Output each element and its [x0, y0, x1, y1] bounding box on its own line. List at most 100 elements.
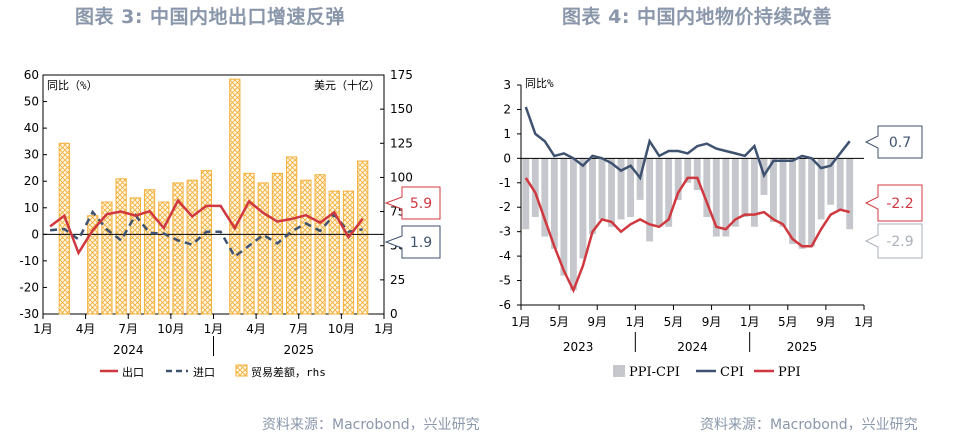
- ppi-end-label-box: [864, 184, 923, 222]
- ppi-cpi-bar: [655, 158, 663, 227]
- left-y-tick-label: 50: [24, 95, 39, 109]
- left-y-tick-label: 60: [24, 68, 39, 82]
- right-y-tick-label: 25: [390, 273, 405, 287]
- right-chart-y-tick-label: -1: [499, 176, 511, 190]
- trade-balance-bar: [342, 190, 355, 315]
- trade-balance-bar: [314, 174, 326, 315]
- right-y-tick-label: 125: [390, 136, 413, 150]
- right-chart-x-tick-label: 1月: [740, 315, 760, 329]
- right-chart-y-tick-label: 1: [503, 127, 511, 141]
- ppi-cpi-bar: [598, 158, 606, 220]
- right-chart-y-tick-label: 3: [503, 78, 511, 92]
- ppi-cpi-bar: [569, 158, 577, 291]
- left-y-tick-label: -20: [19, 280, 39, 294]
- ppi-cpi-bar: [846, 158, 854, 230]
- left-x-tick-label: 4月: [76, 322, 96, 336]
- right-chart-y-tick-label: -5: [499, 274, 511, 288]
- ppi-cpi-bar: [751, 158, 758, 227]
- left-y-tick-label: 0: [31, 227, 39, 241]
- ppi-cpi-bar: [703, 158, 711, 217]
- ppi-cpi-bar: [684, 158, 692, 183]
- legend-ppi-cpi-swatch: [613, 365, 625, 377]
- right-chart-x-tick-label: 9月: [587, 315, 607, 329]
- left-x-tick-label: 10月: [328, 322, 355, 336]
- ppi-cpi-bar: [531, 158, 539, 217]
- right-chart-x-tick-label: 5月: [549, 315, 569, 329]
- trade-balance-bar: [200, 170, 213, 315]
- import-line: [49, 209, 363, 259]
- export-line: [49, 198, 364, 256]
- ppi-cpi-bar: [779, 158, 787, 227]
- ppi-cpi-bar: [617, 158, 625, 220]
- right-chart-year-label: 2025: [787, 340, 818, 354]
- ppi-cpi-bar: [646, 158, 654, 242]
- left-source-note: 资料来源：Macrobond，兴业研究: [262, 417, 480, 433]
- right-chart-x-tick-label: 5月: [778, 315, 798, 329]
- legend-trade-label: 贸易差额，rhs: [251, 365, 326, 379]
- trade-balance-bar: [101, 201, 113, 315]
- left-axis-label: 同比（%）: [47, 79, 98, 92]
- trade-balance-bar: [143, 189, 156, 315]
- import-end-label: 1.9: [410, 235, 432, 251]
- right-chart-x-tick-label: 5月: [664, 315, 684, 329]
- ppi-cpi-bar: [560, 158, 568, 276]
- ppi-cpi-end-label: -2.9: [886, 234, 913, 250]
- ppi-cpi-bar: [541, 158, 549, 237]
- left-year-label: 2025: [283, 343, 314, 357]
- trade-balance-bar: [158, 201, 170, 315]
- legend-import-label: 进口: [193, 366, 215, 379]
- left-x-tick-label: 1月: [33, 322, 53, 336]
- legend-ppi-cpi-label: PPI-CPI: [629, 365, 680, 380]
- trade-balance-bar: [243, 172, 255, 315]
- right-chart-x-tick-label: 9月: [816, 315, 836, 329]
- export-end-label-box: [384, 186, 441, 220]
- ppi-cpi-bar: [798, 158, 806, 249]
- right-chart-title: 图表 4: 中国内地物价持续改善: [562, 6, 833, 28]
- right-chart-y-tick-label: -6: [499, 298, 511, 312]
- ppi-cpi-bar: [550, 158, 558, 249]
- right-chart-x-tick-label: 9月: [702, 315, 722, 329]
- ppi-cpi-bar: [836, 158, 844, 210]
- ppi-cpi-end-label-box: [864, 223, 923, 259]
- trade-balance-bar: [186, 179, 198, 315]
- ppi-cpi-bar: [722, 158, 730, 237]
- ppi-cpi-bar: [770, 158, 777, 222]
- ppi-cpi-bar: [827, 158, 835, 205]
- right-source-note: 资料来源：Macrobond，兴业研究: [700, 417, 918, 433]
- cpi-line: [524, 106, 851, 181]
- left-y-tick-label: 20: [24, 174, 39, 188]
- trade-balance-bar: [87, 215, 99, 315]
- left-x-tick-label: 4月: [246, 322, 266, 336]
- right-axis-label: 美元（十亿）: [314, 78, 380, 92]
- ppi-cpi-bar: [817, 158, 825, 220]
- right-chart-axis-label: 同比%: [525, 77, 554, 90]
- right-chart-y-tick-label: -3: [499, 225, 511, 239]
- ppi-cpi-bar: [789, 158, 796, 244]
- legend-export-label: 出口: [122, 365, 144, 379]
- cpi-end-label-box: [864, 125, 923, 159]
- left-y-tick-label: -10: [19, 254, 39, 268]
- trade-balance-bar: [328, 190, 340, 315]
- right-chart-y-tick-label: 0: [503, 151, 511, 165]
- ppi-cpi-bar: [693, 158, 701, 191]
- trade-balance-bar: [229, 78, 241, 315]
- trade-balance-bar: [129, 197, 141, 315]
- right-chart-y-tick-label: -2: [499, 200, 511, 214]
- right-chart-x-tick-label: 1月: [511, 315, 531, 329]
- export-end-label: 5.9: [410, 196, 432, 212]
- ppi-cpi-bar: [579, 158, 587, 259]
- legend-ppi-label: PPI: [778, 365, 801, 380]
- ppi-cpi-bar: [741, 158, 749, 217]
- left-y-tick-label: 10: [24, 201, 39, 215]
- ppi-cpi-bar: [627, 158, 634, 217]
- right-y-tick-label: 150: [390, 102, 413, 116]
- left-y-tick-label: 40: [24, 121, 39, 135]
- cpi-end-label: 0.7: [889, 135, 911, 151]
- right-chart-y-tick-label: -4: [499, 249, 511, 263]
- left-x-tick-label: 1月: [374, 322, 394, 336]
- ppi-line: [524, 176, 851, 294]
- ppi-cpi-bar: [731, 158, 739, 227]
- trade-balance-bar: [257, 182, 269, 315]
